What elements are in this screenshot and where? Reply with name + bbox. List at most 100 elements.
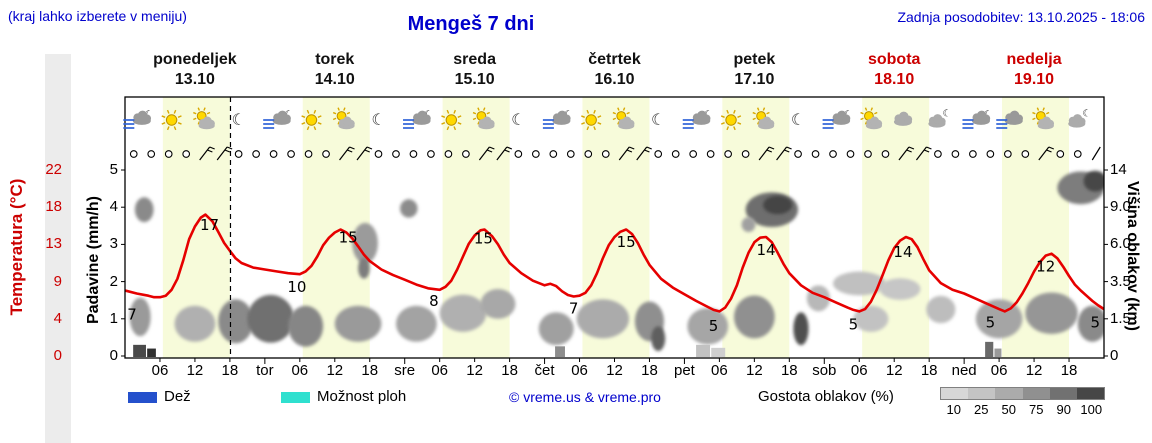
sun-cloud-icon	[1032, 107, 1055, 130]
cloud-blob	[395, 305, 437, 342]
calm-wind-icon	[462, 150, 470, 158]
day-header: torek 14.10	[265, 50, 405, 90]
density-step	[1049, 388, 1077, 399]
calm-wind-icon	[1021, 150, 1030, 158]
sun-icon	[301, 109, 322, 131]
precip-tick-label: 4	[109, 198, 118, 216]
calm-wind-icon	[934, 150, 942, 158]
calm-wind-icon	[234, 150, 243, 158]
temperature-labels: 7 17 10 15 8 15 7 15 5 14 5 14 5 12 5	[127, 216, 1100, 335]
hour-tick-label: 18	[920, 362, 938, 379]
temp-value-label: 17	[200, 216, 219, 234]
calm-wind-icon	[147, 150, 156, 158]
cloud-rain-moon-icon: ☾	[403, 109, 433, 129]
sun-cloud-icon	[332, 107, 355, 130]
day-name: ponedeljek	[153, 51, 237, 68]
precip-bar	[555, 346, 565, 357]
cloud-blob	[1077, 305, 1104, 342]
sun-icon	[441, 109, 462, 131]
moon-icon: ☾	[1082, 108, 1091, 119]
calm-wind-icon	[671, 150, 680, 158]
density-step	[941, 388, 969, 399]
temp-tick-label: 9	[53, 272, 62, 290]
temp-value-label: 5	[709, 317, 719, 335]
cloud-density-scale	[940, 387, 1105, 400]
cloud-blob	[853, 305, 889, 332]
cloud-tick-label: 1.5	[1110, 309, 1131, 327]
moon-icon: ☾	[791, 110, 805, 129]
temp-value-label: 15	[617, 233, 636, 251]
cloud-blob	[793, 312, 809, 346]
hour-tick-label: 12	[1025, 362, 1043, 379]
calm-wind-icon	[129, 150, 138, 158]
cloud-blob	[218, 299, 254, 344]
cloud-blob	[651, 326, 666, 352]
calm-wind-icon	[689, 150, 698, 158]
calm-wind-icon	[427, 150, 435, 158]
precip-tick-label: 1	[109, 309, 118, 327]
cloud-blob	[288, 305, 324, 347]
moon-icon: ☾	[511, 110, 525, 129]
temp-tick-label: 4	[53, 309, 62, 327]
density-tick-label: 10	[946, 402, 961, 417]
cloud-blob	[1025, 292, 1078, 334]
cloud-blob	[358, 257, 370, 279]
calm-wind-icon	[846, 150, 855, 158]
copyright-link[interactable]: © vreme.us & vreme.pro	[509, 389, 661, 405]
temp-value-label: 5	[1090, 314, 1100, 332]
cloud-tick-label: 6.0	[1110, 235, 1131, 253]
sun-cloud-icon	[472, 107, 495, 130]
cloud-blob	[538, 312, 574, 346]
temp-tick-label: 22	[45, 161, 62, 178]
wind-barb-icon	[496, 146, 508, 161]
calm-wind-icon	[304, 150, 313, 158]
cloud-blob	[174, 305, 216, 342]
calm-wind-icon	[829, 150, 837, 158]
cloud-cover-layer	[129, 170, 1104, 352]
weather-icons-row: ☾ ☾ ☾ ☾ ☾ ☾ ☾ ☾ ☾ ☾ ☾ ☾ ☾ ☾	[123, 107, 1091, 131]
moon-icon: ☾	[942, 108, 951, 119]
hour-tick-label: 06	[291, 362, 309, 379]
cloud-blob	[687, 307, 729, 345]
density-step	[1076, 388, 1105, 399]
day-header: četrtek 16.10	[545, 50, 685, 90]
day-date: 18.10	[874, 71, 915, 88]
sun-cloud-icon	[612, 107, 635, 130]
calm-wind-icon	[531, 150, 540, 158]
day-date: 16.10	[594, 71, 635, 88]
rain-legend-swatch	[128, 392, 157, 403]
cloud-blob	[763, 195, 793, 215]
axis-ticks	[121, 169, 1108, 364]
calm-wind-icon	[864, 150, 872, 158]
cloud-blob	[879, 278, 921, 300]
calm-wind-icon	[566, 150, 575, 158]
calm-wind-icon	[1056, 150, 1065, 158]
cloud-rain-icon	[996, 110, 1023, 129]
cloud-tick-label: 14	[1110, 161, 1127, 178]
hour-tick-label: 12	[606, 362, 623, 379]
calm-wind-icon	[741, 150, 750, 158]
hour-tick-label: 18	[780, 362, 798, 379]
cloud-blob	[576, 299, 630, 339]
density-tick-label: 25	[974, 402, 989, 417]
hour-tick-label: 18	[641, 362, 658, 379]
rain-legend-label: Dež	[164, 388, 191, 405]
day-header: sreda 15.10	[405, 50, 545, 90]
day-name: sobota	[867, 51, 921, 68]
calm-wind-icon	[252, 150, 260, 158]
temp-value-label: 10	[287, 278, 306, 296]
day-header: sobota 18.10	[824, 50, 964, 90]
day-abbrev-label: ned	[951, 362, 977, 379]
cloud-tick-label: 0	[1110, 347, 1119, 364]
calm-wind-icon	[601, 150, 610, 158]
calm-wind-icon	[706, 150, 715, 158]
calm-wind-icon	[164, 150, 173, 158]
day-abbrev-label: sob	[812, 362, 837, 379]
calm-wind-icon	[794, 150, 802, 158]
day-date: 17.10	[734, 71, 775, 88]
day-abbrev-label: pet	[673, 362, 695, 379]
cloud-blob	[439, 294, 487, 332]
wind-barb-icon	[898, 146, 910, 161]
temp-value-label: 7	[127, 305, 137, 323]
day-abbrev-label: tor	[256, 362, 274, 379]
